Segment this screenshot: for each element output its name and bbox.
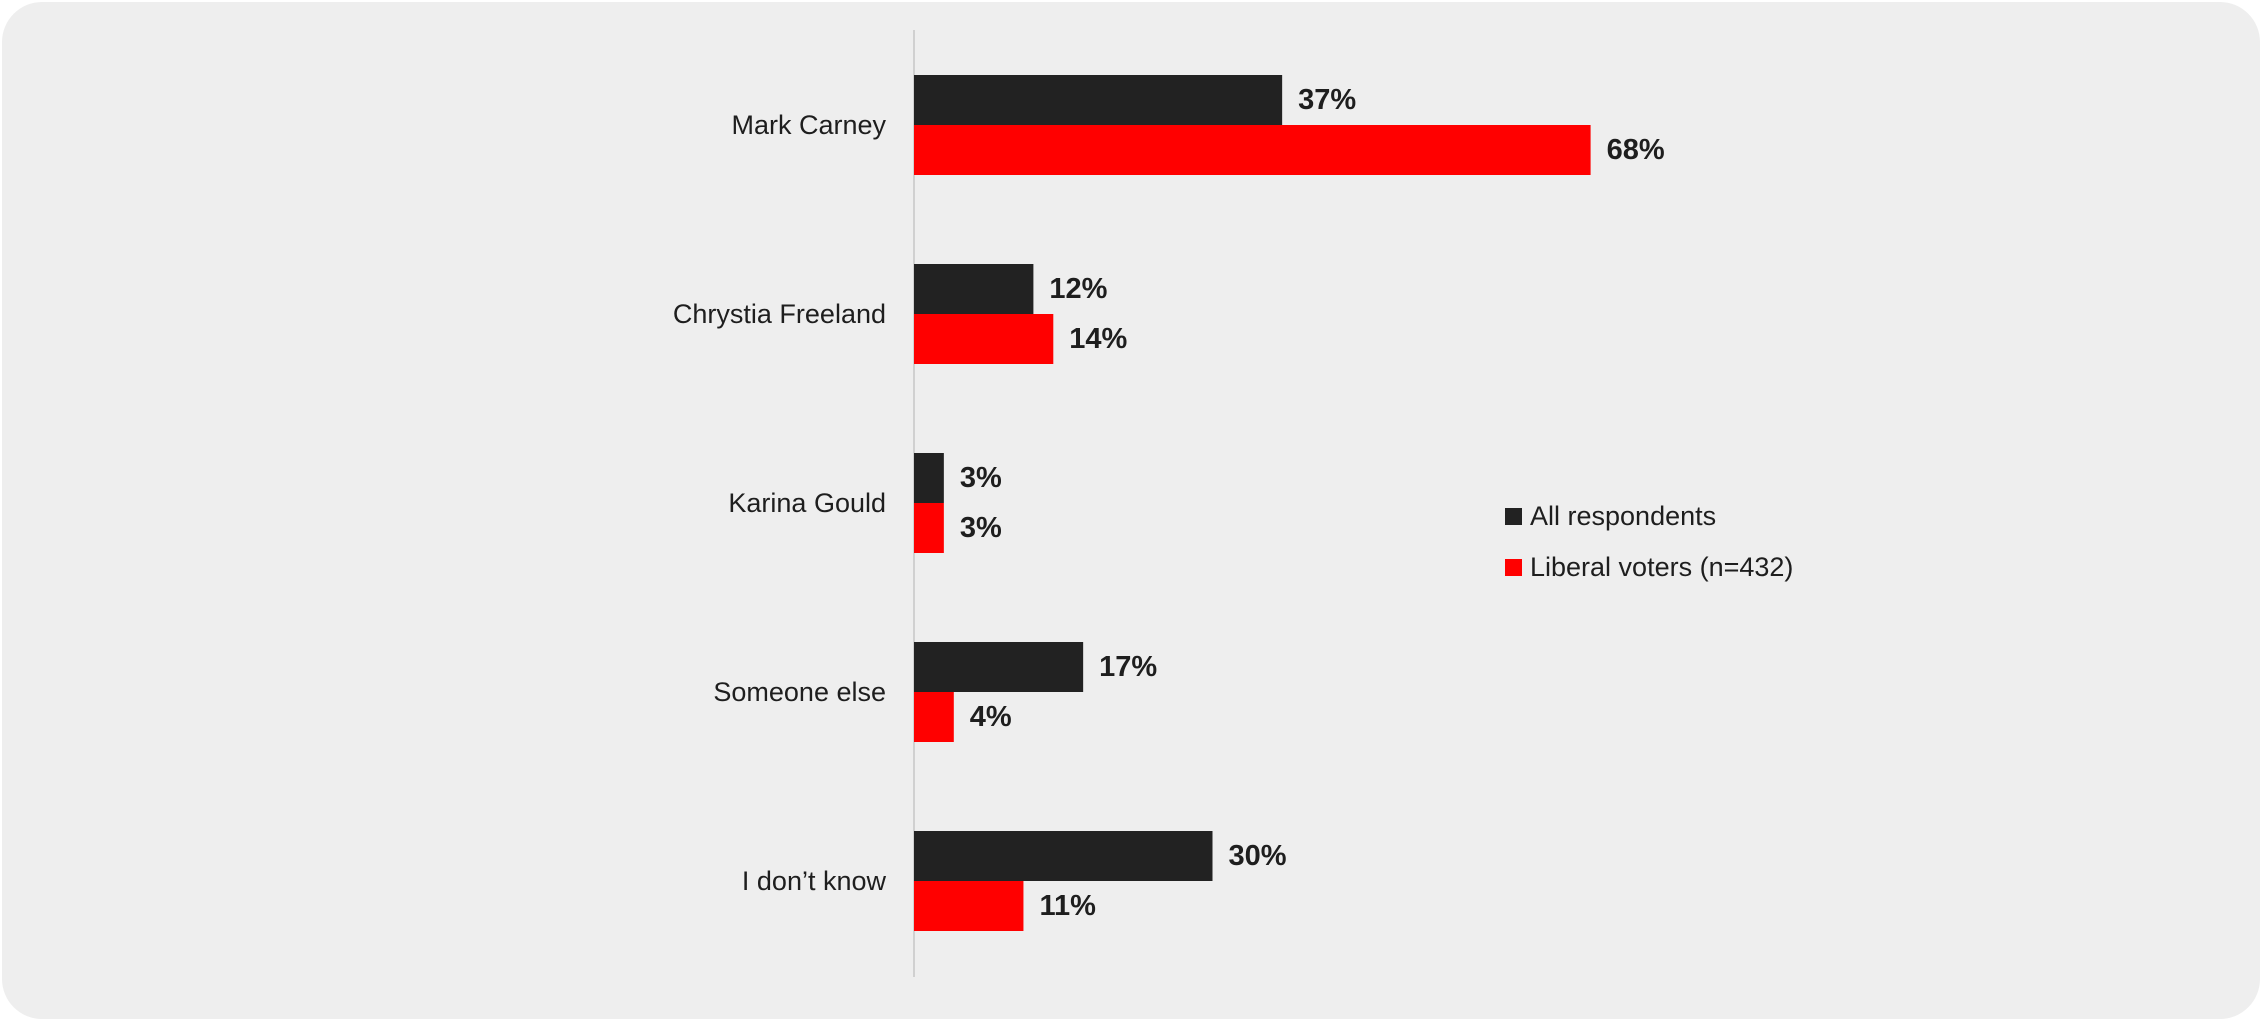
bar-all-respondents-someone-else: [914, 642, 1084, 692]
category-label-chrystia-freeland: Chrystia Freeland: [673, 299, 886, 329]
value-label-all-respondents-someone-else: 17%: [1099, 651, 1157, 683]
bars-group: [914, 75, 1591, 931]
category-labels: Mark Carney Chrystia Freeland Karina Gould…: [673, 110, 887, 896]
legend-swatch-liberal-voters-n-432: [1505, 559, 1522, 576]
category-label-i-don-t-know: I don’t know: [742, 866, 887, 896]
category-label-someone-else: Someone else: [713, 677, 886, 707]
bar-all-respondents-chrystia-freeland: [914, 264, 1034, 314]
bar-liberal-voters-n-432-someone-else: [914, 692, 954, 742]
value-label-liberal-voters-n-432-chrystia-freeland: 14%: [1069, 323, 1127, 355]
legend: All respondents Liberal voters (n=432): [1505, 501, 1793, 582]
value-label-liberal-voters-n-432-i-don-t-know: 11%: [1039, 890, 1096, 922]
value-label-all-respondents-mark-carney: 37%: [1298, 84, 1356, 116]
bar-all-respondents-i-don-t-know: [914, 831, 1213, 881]
value-label-liberal-voters-n-432-someone-else: 4%: [970, 701, 1012, 733]
value-label-all-respondents-karina-gould: 3%: [960, 462, 1002, 494]
value-label-liberal-voters-n-432-mark-carney: 68%: [1607, 134, 1665, 166]
category-label-karina-gould: Karina Gould: [728, 488, 886, 518]
value-label-all-respondents-i-don-t-know: 30%: [1229, 840, 1287, 872]
bar-liberal-voters-n-432-i-don-t-know: [914, 881, 1024, 931]
legend-label-liberal-voters-n-432: Liberal voters (n=432): [1530, 552, 1793, 582]
legend-label-all-respondents: All respondents: [1530, 501, 1716, 531]
legend-swatch-all-respondents: [1505, 508, 1522, 525]
bar-liberal-voters-n-432-chrystia-freeland: [914, 314, 1054, 364]
bar-all-respondents-karina-gould: [914, 453, 944, 503]
category-label-mark-carney: Mark Carney: [731, 110, 886, 140]
value-label-liberal-voters-n-432-karina-gould: 3%: [960, 512, 1002, 544]
bar-liberal-voters-n-432-mark-carney: [914, 125, 1591, 175]
value-labels: 37% 68% 12% 14% 3% 3% 17% 4% 30% 11%: [960, 84, 1665, 922]
bar-liberal-voters-n-432-karina-gould: [914, 503, 944, 553]
bar-all-respondents-mark-carney: [914, 75, 1283, 125]
value-label-all-respondents-chrystia-freeland: 12%: [1049, 273, 1107, 305]
